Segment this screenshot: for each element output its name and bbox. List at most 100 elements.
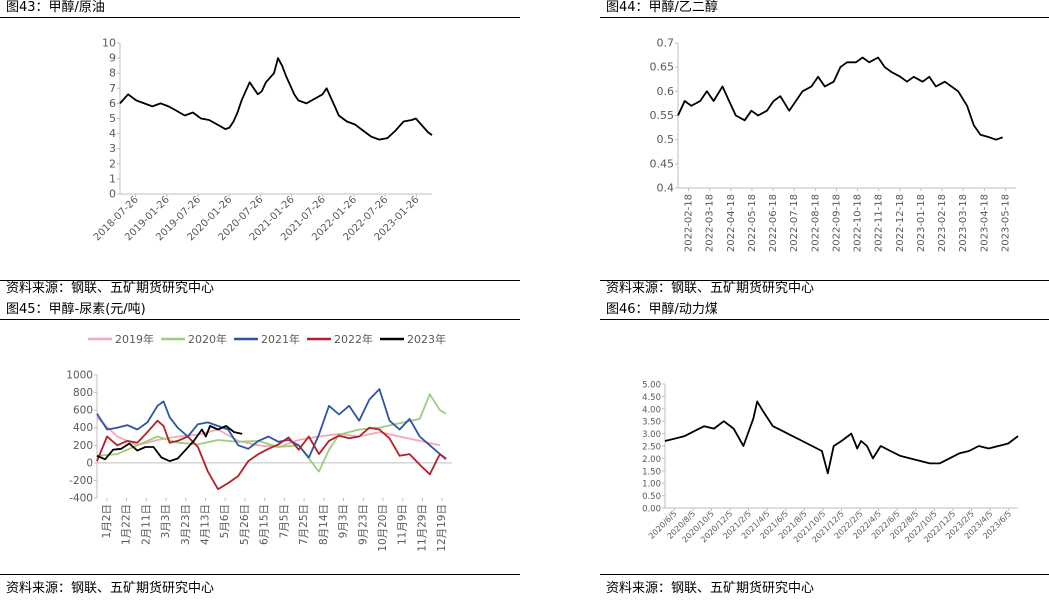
y-tick-label: 2 <box>109 157 116 170</box>
methanol-crude-chart: 0123456789102018-07-262019-01-262019-07-… <box>92 37 433 243</box>
divider <box>0 280 520 281</box>
x-tick-label: 2022-11-18 <box>874 194 885 252</box>
chart-panel-methanol-coal: 图46：甲醇/动力煤 0.00 0.50 1.00 1.50 2.00 2.50 3.00 3… <box>600 302 1049 613</box>
y-tick-label: 9 <box>109 52 116 65</box>
x-tick-label: 7月5日 <box>278 504 290 538</box>
y-tick-label: 0 <box>109 188 116 201</box>
x-tick-label: 5月6日 <box>219 504 231 538</box>
x-tick-label: 2023-01-18 <box>916 194 927 252</box>
source-note: 资料来源：钢联、五矿期货研究中心 <box>606 281 815 296</box>
legend-label: 2022年 <box>334 332 373 346</box>
x-tick-label: 1月22日 <box>121 504 133 545</box>
y-tick-label: 10 <box>102 37 116 50</box>
y-tick-label: 8 <box>109 67 116 80</box>
x-tick-label: 1月2日 <box>101 504 113 538</box>
chart-panel-methanol-crude: 图43：甲醇/原油 0 1 2 3 4 5 6 7 8 9 10 2018-07-26 2019-01-… <box>0 0 520 300</box>
y-tick-label: 4.00 <box>642 405 661 415</box>
x-tick-label: 8月14日 <box>318 504 330 545</box>
y-tick-label: 0.4 <box>657 182 675 195</box>
x-tick-label: 12月19日 <box>436 504 448 552</box>
x-tick-label: 5月26日 <box>239 504 251 545</box>
legend-label: 2021年 <box>261 332 300 346</box>
x-tick-label: 2022-03-18 <box>705 194 716 252</box>
x-tick-label: 6月15日 <box>259 504 271 545</box>
chart-panel-methanol-urea: 图45：甲醇-尿素(元/吨) -400 -200 0 200 400 600 800 1000… <box>0 302 520 613</box>
y-tick-label: 0.6 <box>657 85 675 98</box>
x-tick-label: 9月23日 <box>357 504 369 545</box>
series-line-2023年 <box>96 425 243 462</box>
y-tick-label: 1 <box>109 172 116 185</box>
series-line <box>677 56 1004 141</box>
divider <box>600 17 1049 18</box>
x-tick-label: 2022-05-18 <box>747 194 758 252</box>
y-tick-label: 7 <box>109 82 116 95</box>
x-tick-label: 2023-04-18 <box>979 194 990 252</box>
y-tick-label: 0.55 <box>650 109 675 122</box>
x-tick-label: 2023-02-18 <box>937 194 948 252</box>
x-tick-label: 4月13日 <box>199 504 211 545</box>
series-line-2020年 <box>96 393 447 473</box>
x-tick-label: 9月3日 <box>338 504 350 538</box>
y-tick-label: 1.00 <box>642 480 661 490</box>
x-tick-label: 3月23日 <box>180 504 192 545</box>
divider <box>0 574 520 575</box>
chart-panel-methanol-meg: 图44：甲醇/乙二醇 0.4 0.45 0.5 0.55 0.6 0.65 0.7 2022-… <box>600 0 1049 300</box>
y-tick-label: 5.00 <box>642 381 661 391</box>
legend-label: 2020年 <box>188 332 227 346</box>
series-line <box>119 57 433 141</box>
y-tick-label: 2.50 <box>642 443 661 453</box>
x-tick-label: 2022-04-18 <box>726 194 737 252</box>
x-tick-label: 2月11日 <box>140 504 152 545</box>
x-tick-label: 2022-10-18 <box>853 194 864 252</box>
source-note: 资料来源：钢联、五矿期货研究中心 <box>606 581 815 596</box>
y-tick-label: 0 <box>86 457 93 469</box>
legend-label: 2019年 <box>115 332 154 346</box>
x-tick-label: 2022-06-18 <box>768 194 779 252</box>
x-tick-label: 2023-05-18 <box>1000 194 1011 252</box>
y-tick-label: 2.00 <box>642 455 661 465</box>
y-tick-label: 400 <box>73 422 93 434</box>
y-tick-label: 0.5 <box>657 133 675 146</box>
y-tick-label: 800 <box>73 387 93 399</box>
y-tick-label: 600 <box>73 405 93 417</box>
y-tick-label: 1.50 <box>642 467 661 477</box>
divider <box>600 280 1049 281</box>
y-tick-label: 5 <box>109 112 116 125</box>
y-tick-label: 6 <box>109 97 116 110</box>
source-note: 资料来源：钢联、五矿期货研究中心 <box>6 581 215 596</box>
y-tick-label: 1000 <box>66 370 93 382</box>
x-tick-label: 3月3日 <box>160 504 172 538</box>
source-note: 资料来源：钢联、五矿期货研究中心 <box>6 281 215 296</box>
x-tick-label: 2022-02-18 <box>684 194 695 252</box>
y-tick-label: 4.50 <box>642 393 661 403</box>
y-tick-label: 3.00 <box>642 430 661 440</box>
divider <box>600 574 1049 575</box>
y-tick-label: 3 <box>109 142 116 155</box>
y-tick-label: -200 <box>69 475 93 487</box>
methanol-urea-chart: -400 -200 0 200 400 600 800 1000 1月2日 1月22日 2月11日 3… <box>66 332 452 552</box>
y-tick-label: 4 <box>109 127 116 140</box>
methanol-meg-chart: 0.4 0.45 0.5 0.55 0.6 0.65 0.7 2022-02-18 2022-0… <box>650 37 1016 252</box>
y-tick-label: 0.00 <box>642 505 661 515</box>
series-line-2021年 <box>96 388 447 460</box>
methanol-thermal-coal-chart: 0.00 0.50 1.00 1.50 2.00 2.50 3.00 3.50 4.00 4.50… <box>642 381 1019 544</box>
x-tick-label: 2022-08-18 <box>810 194 821 252</box>
x-tick-label: 2023-03-18 <box>958 194 969 252</box>
divider <box>0 17 520 18</box>
y-tick-label: 0.7 <box>657 37 675 50</box>
y-tick-label: 200 <box>73 440 93 452</box>
chart-title: 图45：甲醇-尿素(元/吨) <box>6 302 146 317</box>
y-tick-label: 0.50 <box>642 492 661 502</box>
x-tick-label: 7月25日 <box>298 504 310 545</box>
y-tick-label: 0.45 <box>650 157 675 170</box>
divider <box>600 319 1049 320</box>
series-line <box>664 400 1019 475</box>
chart-title: 图43：甲醇/原油 <box>6 0 105 15</box>
x-tick-label: 11月9日 <box>397 504 409 545</box>
x-tick-label: 2022-07-18 <box>789 194 800 252</box>
x-tick-label: 10月20日 <box>377 504 389 552</box>
chart-title: 图46：甲醇/动力煤 <box>606 302 718 317</box>
y-tick-label: -400 <box>69 493 93 505</box>
y-tick-label: 3.50 <box>642 418 661 428</box>
y-tick-label: 0.65 <box>650 61 675 74</box>
